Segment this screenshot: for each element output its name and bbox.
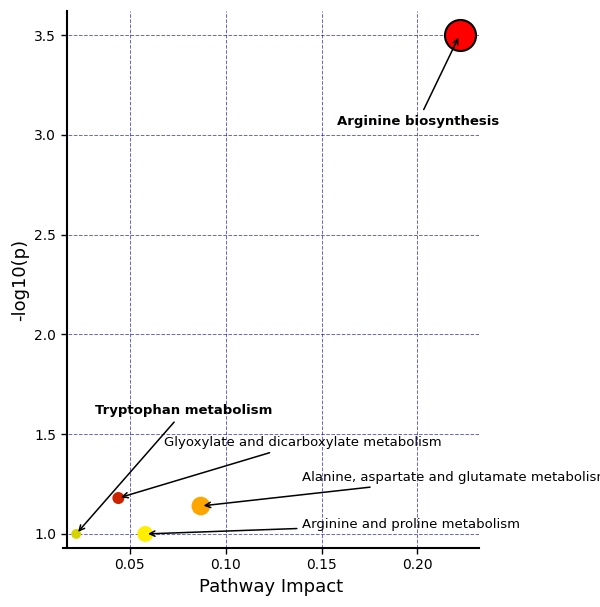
Text: Arginine biosynthesis: Arginine biosynthesis — [337, 39, 499, 128]
X-axis label: Pathway Impact: Pathway Impact — [199, 578, 343, 596]
Text: Glyoxylate and dicarboxylate metabolism: Glyoxylate and dicarboxylate metabolism — [122, 436, 442, 498]
Point — [196, 501, 206, 511]
Point — [140, 529, 150, 539]
Text: Arginine and proline metabolism: Arginine and proline metabolism — [150, 518, 520, 536]
Text: Alanine, aspartate and glutamate metabolism: Alanine, aspartate and glutamate metabol… — [205, 471, 600, 507]
Point — [113, 493, 123, 503]
Point — [71, 529, 81, 539]
Y-axis label: -log10(p): -log10(p) — [11, 239, 29, 320]
Point — [455, 30, 464, 40]
Text: Tryptophan metabolism: Tryptophan metabolism — [79, 404, 273, 531]
